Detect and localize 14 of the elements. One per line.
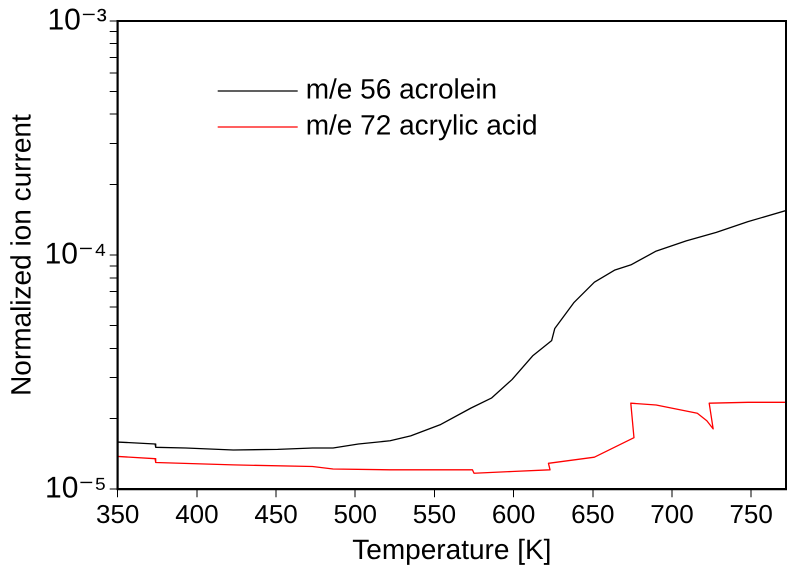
y-tick-label: 10⁻³: [47, 3, 107, 36]
legend-label: m/e 56 acrolein: [306, 74, 498, 105]
x-tick-label: 400: [175, 498, 219, 529]
x-tick-label: 500: [334, 498, 377, 529]
x-tick-label: 450: [254, 498, 298, 529]
x-tick-label: 700: [650, 498, 694, 529]
x-tick-label: 600: [492, 498, 536, 529]
y-tick-label: 10⁻⁴: [44, 237, 107, 270]
x-tick-label: 750: [729, 498, 773, 529]
legend-label: m/e 72 acrylic acid: [306, 110, 538, 141]
y-axis-title: Normalized ion current: [6, 114, 37, 396]
x-axis-title: Temperature [K]: [352, 534, 552, 565]
x-tick-label: 650: [571, 498, 614, 529]
x-tick-label: 550: [412, 498, 456, 529]
